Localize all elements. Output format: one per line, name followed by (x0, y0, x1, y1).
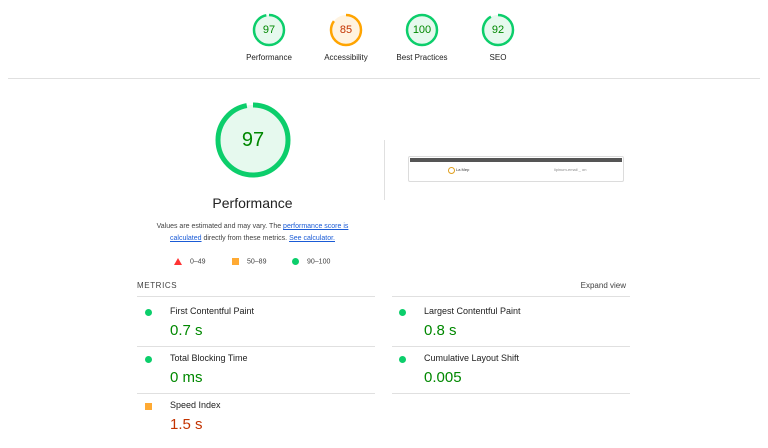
gauge-arc (329, 13, 363, 47)
see-calculator-link[interactable]: See calculator. (289, 235, 335, 242)
gauge-arc (481, 13, 515, 47)
performance-score: 97 (241, 129, 265, 151)
metric-largest-contentful-paint: Largest Contentful Paint 0.8 s (399, 303, 634, 349)
score-legend: 0–49 50–89 90–100 (170, 258, 370, 268)
pass-icon (399, 309, 406, 316)
legend-pass: 90–100 (292, 258, 330, 265)
metric-name: Total Blocking Time (170, 353, 248, 363)
gauge-ring: 85 (329, 13, 363, 47)
legend-fail-label: 0–49 (190, 258, 206, 266)
triangle-icon (174, 258, 182, 265)
category-gauges: 97 Performance 85 Accessibility 100 Best… (0, 0, 768, 78)
gauge-accessibility[interactable]: 85 Accessibility (301, 13, 391, 62)
metrics-divider (392, 393, 630, 394)
gauge-score: 92 (491, 24, 505, 36)
thumbnail-right-text: lipinum-email _ on (554, 167, 587, 172)
metrics-divider (137, 393, 375, 394)
gauge-label: Performance (246, 53, 292, 62)
performance-gauge-ring (215, 102, 291, 178)
gauge-score: 100 (412, 24, 432, 36)
pass-icon (145, 309, 152, 316)
metrics-divider (392, 346, 630, 347)
header-divider (8, 78, 760, 79)
performance-title: Performance (212, 195, 293, 211)
performance-note: Values are estimated and may vary. The p… (140, 221, 365, 245)
gauge-ring-svg (481, 13, 515, 47)
square-icon (232, 258, 239, 265)
thumbnail-header-bar (410, 158, 622, 162)
metric-value: 1.5 s (170, 416, 203, 433)
logo-icon (448, 167, 455, 174)
pass-icon (399, 356, 406, 363)
metric-name: First Contentful Paint (170, 306, 255, 316)
note-text: Values are estimated and may vary. The (156, 223, 284, 230)
metric-cumulative-layout-shift: Cumulative Layout Shift 0.005 (399, 350, 634, 396)
final-screenshot-thumbnail[interactable]: La Mep lipinum-email _ on (408, 156, 624, 182)
gauge-best-practices[interactable]: 100 Best Practices (377, 13, 467, 62)
vertical-divider (384, 140, 385, 200)
gauge-ring: 92 (481, 13, 515, 47)
pass-icon (145, 356, 152, 363)
metric-value: 0 ms (170, 369, 203, 386)
thumbnail-logo-text: La Mep (456, 167, 470, 172)
metric-first-contentful-paint: First Contentful Paint 0.7 s (145, 303, 380, 349)
gauge-label: Best Practices (396, 53, 448, 62)
gauge-ring-svg (252, 13, 286, 47)
gauge-score: 97 (262, 24, 276, 36)
gauge-ring-svg (405, 13, 439, 47)
gauge-arc (405, 13, 439, 47)
gauge-ring-svg (329, 13, 363, 47)
metric-name: Speed Index (170, 400, 221, 410)
expand-view-toggle[interactable]: Expand view (580, 281, 626, 290)
gauge-label: Accessibility (324, 53, 368, 62)
metrics-divider (137, 346, 375, 347)
metric-speed-index: Speed Index 1.5 s (145, 397, 380, 443)
metrics-divider (392, 296, 630, 297)
gauge-performance[interactable]: 97 Performance (224, 13, 314, 62)
legend-fail: 0–49 (174, 258, 206, 265)
metric-total-blocking-time: Total Blocking Time 0 ms (145, 350, 380, 396)
gauge-seo[interactable]: 92 SEO (453, 13, 543, 62)
gauge-ring: 97 (252, 13, 286, 47)
performance-gauge: 97 (214, 101, 292, 179)
note-text: directly from these metrics. (201, 235, 290, 242)
gauge-arc (252, 13, 286, 47)
gauge-ring: 100 (405, 13, 439, 47)
metric-value: 0.8 s (424, 322, 457, 339)
metric-value: 0.7 s (170, 322, 203, 339)
performance-score-link[interactable]: performance score is calculated (170, 223, 349, 242)
metric-name: Cumulative Layout Shift (424, 353, 520, 363)
metric-value: 0.005 (424, 369, 462, 386)
circle-icon (292, 258, 299, 265)
legend-average: 50–89 (232, 258, 266, 265)
metrics-divider (137, 296, 375, 297)
legend-pass-label: 90–100 (307, 258, 331, 266)
metric-name: Largest Contentful Paint (424, 306, 521, 316)
legend-average-label: 50–89 (247, 258, 267, 266)
average-icon (145, 403, 152, 410)
gauge-score: 85 (339, 24, 353, 36)
gauge-label: SEO (489, 53, 507, 62)
metrics-heading: METRICS (137, 281, 178, 290)
